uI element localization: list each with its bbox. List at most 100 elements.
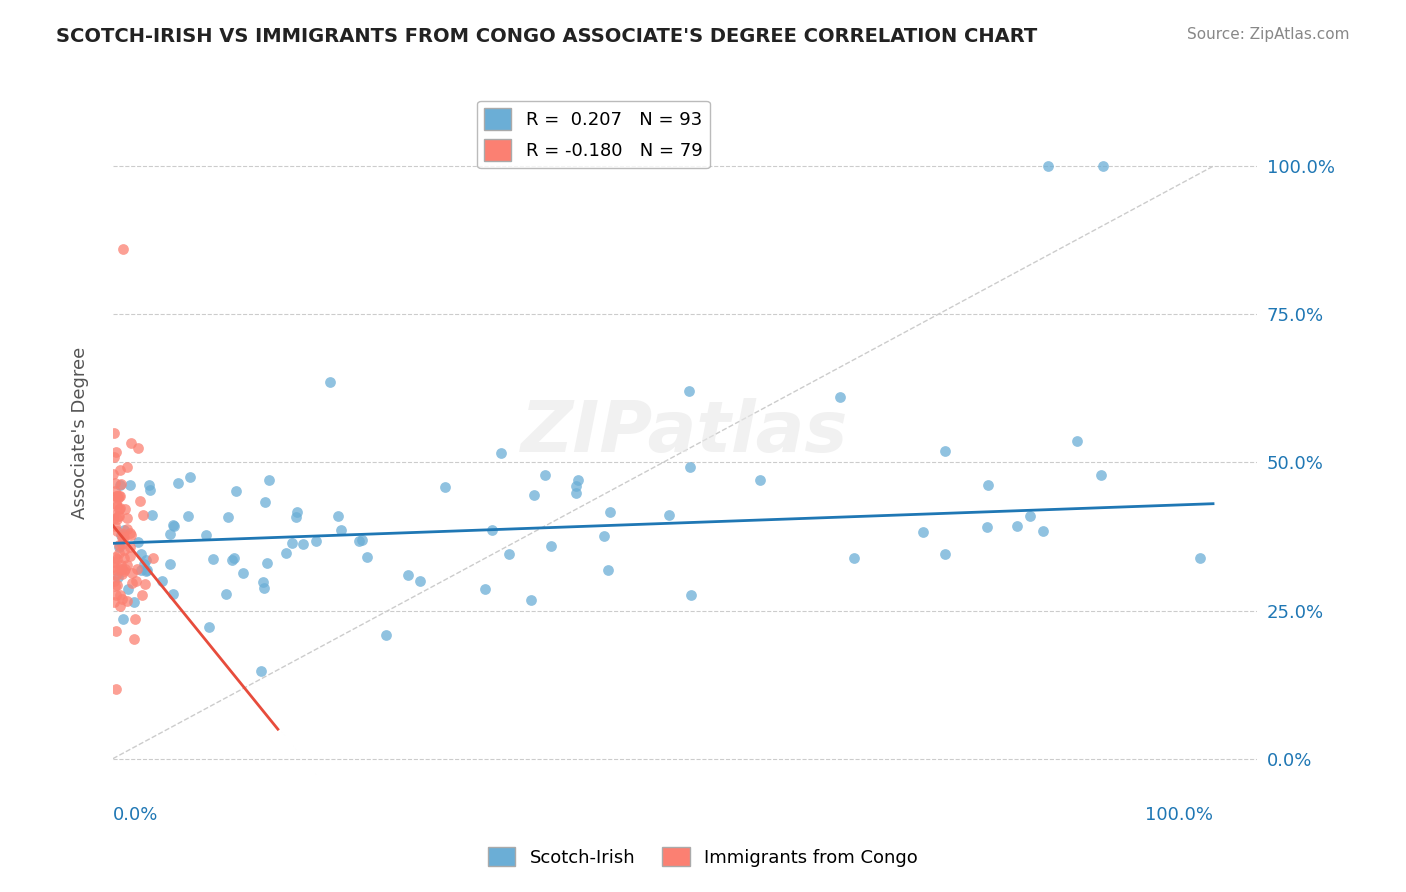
Point [326,509,349,524]
Point [195,528,218,542]
Point [104,579,127,593]
Point [225,484,247,499]
Point [679,588,702,602]
Point [118,540,141,554]
Point [474,582,496,596]
Point [121,576,143,591]
Point [107,491,129,506]
Point [274,546,297,560]
Text: ZIPatlas: ZIPatlas [522,399,849,467]
Point [197,620,219,634]
Point [129,562,152,576]
Point [114,562,136,576]
Point [111,612,134,626]
Point [396,568,419,582]
Point [1189,551,1212,566]
Point [110,489,132,503]
Point [166,475,188,490]
Point [221,553,243,567]
Point [104,519,127,533]
Point [112,242,135,256]
Point [285,509,308,524]
Point [131,588,153,602]
Point [105,578,128,592]
Point [108,599,131,613]
Point [104,567,127,582]
Point [127,535,149,549]
Point [408,574,430,588]
Point [150,574,173,588]
Point [104,497,127,511]
Point [749,473,772,487]
Point [159,527,181,541]
Point [115,522,138,536]
Point [103,425,125,440]
Point [256,557,278,571]
Point [112,551,135,566]
Point [257,473,280,487]
Point [103,508,125,522]
Point [105,512,128,526]
Point [125,574,148,589]
Point [120,436,142,450]
Point [124,595,146,609]
Point [107,570,129,584]
Point [522,488,544,502]
Point [103,512,125,526]
Point [374,628,396,642]
Point [104,681,127,696]
Point [679,459,702,474]
Point [352,533,374,547]
Point [132,558,155,572]
Point [489,445,512,459]
Point [105,489,128,503]
Point [103,595,125,609]
Point [253,495,276,509]
Point [108,489,131,503]
Point [108,502,131,516]
Point [1090,468,1112,483]
Point [232,566,254,580]
Text: Source: ZipAtlas.com: Source: ZipAtlas.com [1187,27,1350,42]
Point [330,524,353,538]
Point [1066,434,1088,449]
Point [110,463,132,477]
Point [1019,508,1042,523]
Point [127,441,149,455]
Point [111,537,134,551]
Point [214,587,236,601]
Point [103,560,125,574]
Point [117,594,139,608]
Point [142,550,165,565]
Point [520,593,543,607]
Point [103,450,125,465]
Point [110,478,132,492]
Y-axis label: Associate's Degree: Associate's Degree [72,347,89,519]
Point [103,574,125,588]
Point [111,530,134,544]
Point [115,511,138,525]
Point [110,476,132,491]
Point [498,547,520,561]
Point [481,523,503,537]
Legend: R =  0.207   N = 93, R = -0.180   N = 79: R = 0.207 N = 93, R = -0.180 N = 79 [477,101,710,169]
Point [111,566,134,581]
Point [252,582,274,596]
Point [292,537,315,551]
Point [356,550,378,565]
Point [540,540,562,554]
Point [1092,159,1115,173]
Point [107,540,129,554]
Point [124,632,146,647]
Point [112,530,135,544]
Point [162,518,184,533]
Legend: Scotch-Irish, Immigrants from Congo: Scotch-Irish, Immigrants from Congo [481,840,925,874]
Point [104,444,127,458]
Point [104,624,127,639]
Point [129,547,152,561]
Point [110,588,132,602]
Point [108,538,131,552]
Point [433,480,456,494]
Point [105,489,128,503]
Point [1036,159,1059,173]
